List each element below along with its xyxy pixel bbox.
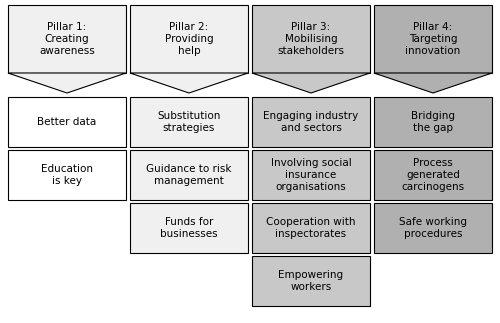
Bar: [252, 97, 370, 147]
Text: Pillar 2:
Providing
help: Pillar 2: Providing help: [164, 22, 214, 56]
Bar: [252, 256, 370, 306]
Polygon shape: [374, 73, 492, 93]
Bar: [252, 203, 370, 253]
Bar: [130, 5, 248, 73]
Text: Process
generated
carcinogens: Process generated carcinogens: [402, 158, 464, 192]
Bar: [8, 97, 126, 147]
Text: Funds for
businesses: Funds for businesses: [160, 217, 218, 239]
Bar: [252, 5, 370, 73]
Bar: [130, 203, 248, 253]
Bar: [130, 97, 248, 147]
Text: Pillar 1:
Creating
awareness: Pillar 1: Creating awareness: [39, 22, 95, 56]
Bar: [8, 5, 126, 73]
Bar: [374, 97, 492, 147]
Text: Empowering
workers: Empowering workers: [278, 270, 344, 292]
Bar: [8, 150, 126, 200]
Text: Guidance to risk
management: Guidance to risk management: [146, 164, 232, 186]
Bar: [374, 203, 492, 253]
Text: Pillar 3:
Mobilising
stakeholders: Pillar 3: Mobilising stakeholders: [278, 22, 344, 56]
Bar: [252, 150, 370, 200]
Text: Substitution
strategies: Substitution strategies: [158, 111, 220, 133]
Polygon shape: [8, 73, 126, 93]
Polygon shape: [130, 73, 248, 93]
Bar: [374, 150, 492, 200]
Text: Involving social
insurance
organisations: Involving social insurance organisations: [270, 158, 351, 192]
Text: Better data: Better data: [38, 117, 96, 127]
Bar: [130, 150, 248, 200]
Text: Pillar 4:
Targeting
innovation: Pillar 4: Targeting innovation: [406, 22, 460, 56]
Polygon shape: [252, 73, 370, 93]
Text: Bridging
the gap: Bridging the gap: [411, 111, 455, 133]
Text: Engaging industry
and sectors: Engaging industry and sectors: [264, 111, 358, 133]
Text: Cooperation with
inspectorates: Cooperation with inspectorates: [266, 217, 356, 239]
Text: Safe working
procedures: Safe working procedures: [399, 217, 467, 239]
Text: Education
is key: Education is key: [41, 164, 93, 186]
Bar: [374, 5, 492, 73]
